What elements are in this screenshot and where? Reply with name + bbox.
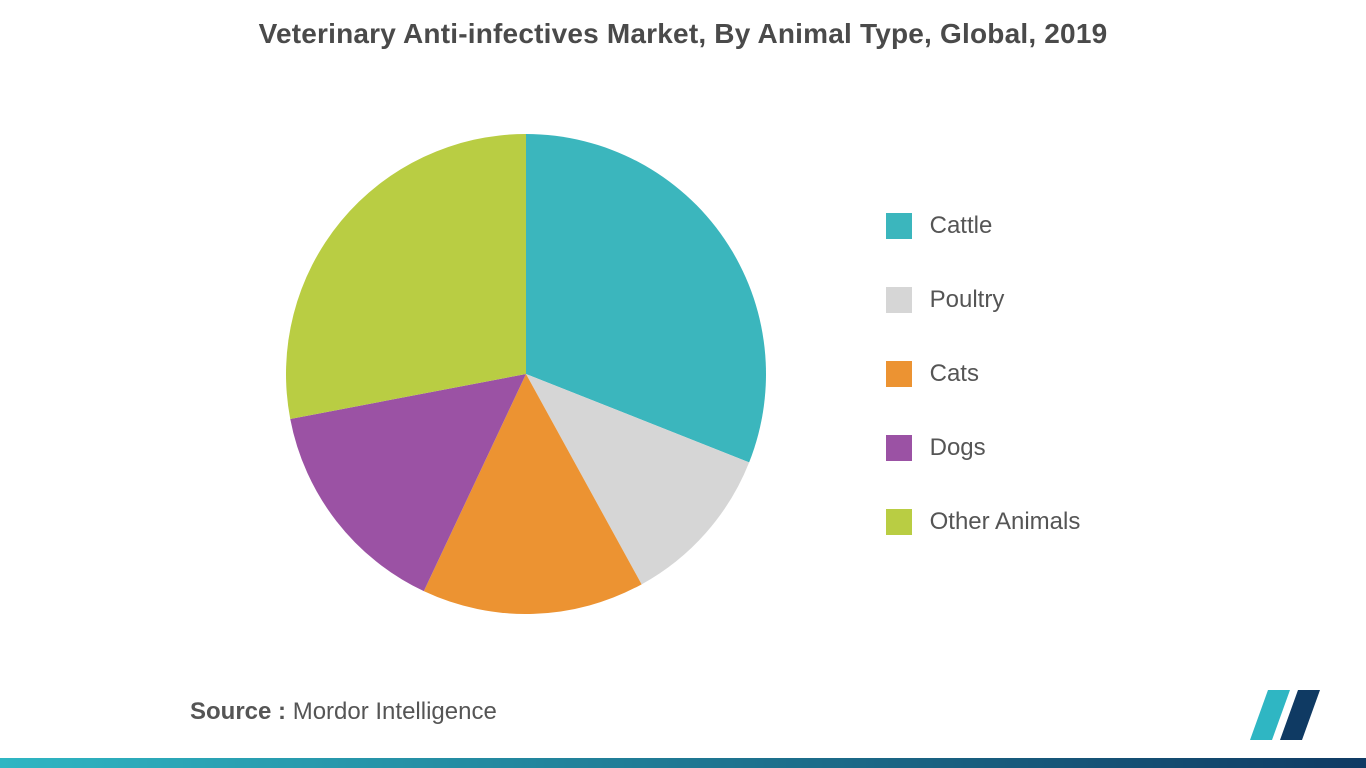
- footer-gradient-bar: [0, 758, 1366, 768]
- legend-swatch: [886, 361, 912, 387]
- legend-swatch: [886, 509, 912, 535]
- pie-chart: [286, 134, 766, 614]
- legend-label: Other Animals: [930, 508, 1081, 536]
- chart-area: Cattle Poultry Cats Dogs Other Animals: [0, 70, 1366, 678]
- legend-swatch: [886, 435, 912, 461]
- source-value: Mordor Intelligence: [293, 698, 497, 725]
- chart-inner: Cattle Poultry Cats Dogs Other Animals: [286, 134, 1081, 614]
- source-line: Source : Mordor Intelligence: [190, 698, 497, 726]
- legend: Cattle Poultry Cats Dogs Other Animals: [886, 212, 1081, 536]
- pie-slice: [286, 134, 526, 419]
- brand-logo-icon: [1250, 690, 1328, 740]
- legend-item: Cattle: [886, 212, 1081, 240]
- legend-item: Cats: [886, 360, 1081, 388]
- source-label: Source :: [190, 698, 286, 725]
- legend-item: Other Animals: [886, 508, 1081, 536]
- legend-label: Poultry: [930, 286, 1005, 314]
- legend-item: Poultry: [886, 286, 1081, 314]
- legend-label: Cats: [930, 360, 979, 388]
- legend-swatch: [886, 287, 912, 313]
- legend-label: Dogs: [930, 434, 986, 462]
- legend-swatch: [886, 213, 912, 239]
- chart-title: Veterinary Anti-infectives Market, By An…: [0, 0, 1366, 50]
- legend-label: Cattle: [930, 212, 993, 240]
- legend-item: Dogs: [886, 434, 1081, 462]
